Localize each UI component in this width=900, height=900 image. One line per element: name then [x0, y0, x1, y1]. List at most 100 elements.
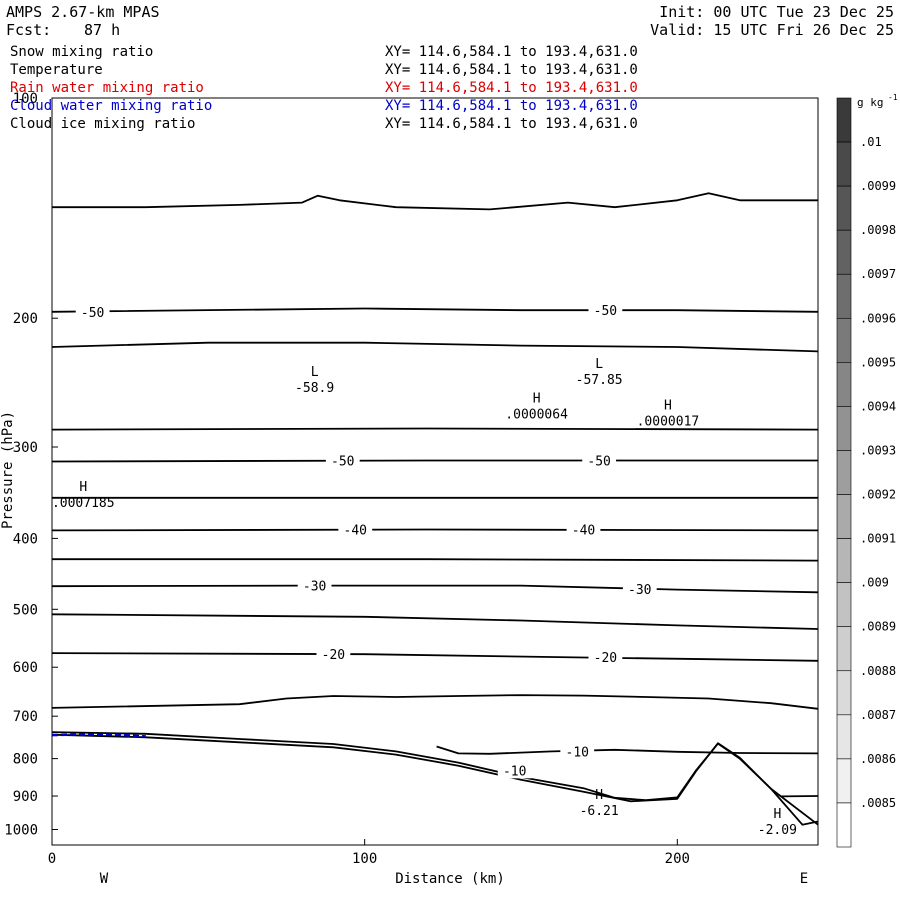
y-tick-label: 500	[13, 602, 38, 618]
isotherms	[51, 192, 819, 826]
colorbar-swatch	[836, 406, 852, 451]
isotherm-line	[52, 558, 819, 562]
field-xy: XY= 114.6,584.1 to 193.4,631.0	[385, 80, 638, 96]
colorbar-unit: g kg	[857, 96, 884, 109]
colorbar-swatch	[836, 802, 852, 848]
extremum-marker: H	[664, 399, 672, 414]
contour-label: -40	[572, 524, 595, 539]
x-axis-label: Distance (km)	[395, 871, 505, 887]
y-tick-label: 600	[13, 660, 38, 676]
east-label: E	[800, 871, 808, 887]
contour-labels: -50 -50-50 -50-40 -40-30 -30-20 -20-10-10L-58…	[52, 302, 797, 838]
isotherm-line	[51, 733, 819, 826]
y-tick-label: 400	[13, 531, 38, 547]
field-xy: XY= 114.6,584.1 to 193.4,631.0	[385, 44, 638, 60]
colorbar-swatch	[836, 450, 852, 495]
contour-label: -10	[566, 745, 589, 760]
isotherm-line	[51, 731, 819, 826]
colorbar-label: .0096	[860, 311, 896, 325]
field-name: Temperature	[10, 62, 103, 78]
y-tick-label: 1000	[4, 823, 38, 839]
forecast-label: Fcst:	[6, 21, 52, 39]
y-tick-label: 700	[13, 709, 38, 725]
extremum-value: -2.09	[758, 823, 797, 838]
colorbar-label: .0095	[860, 355, 896, 369]
field-xy: XY= 114.6,584.1 to 193.4,631.0	[385, 98, 638, 114]
y-tick-label: 300	[13, 440, 38, 456]
colorbar-label: .0089	[860, 620, 896, 634]
y-tick-label: 200	[13, 311, 38, 327]
contour-label-bg	[560, 743, 595, 760]
colorbar-label: .0091	[860, 532, 896, 546]
colorbar-swatch	[836, 97, 852, 143]
axes: 100 200 300 400 500 600 700 800 900 1000 0 100 200	[4, 91, 819, 867]
colorbar-swatch	[836, 273, 852, 319]
model-title: AMPS 2.67-km MPAS	[6, 3, 160, 21]
contour-label: -40	[344, 524, 367, 539]
extremum-value: -58.9	[295, 381, 334, 396]
contour-label: -50	[594, 304, 617, 319]
colorbar-swatch	[836, 670, 852, 716]
isotherm-line	[51, 307, 819, 313]
extremum-value: -57.85	[576, 373, 623, 388]
colorbar-label: .0087	[860, 708, 896, 722]
colorbar-unit-exponent: -1	[888, 93, 898, 102]
isotherm-line	[51, 459, 818, 463]
valid-time: Valid: 15 UTC Fri 26 Dec 25	[650, 21, 894, 39]
contour-label: -10	[503, 764, 526, 779]
extremum-value: -6.21	[580, 804, 619, 819]
colorbar-label: .0086	[860, 752, 896, 766]
colorbar-swatch	[836, 229, 852, 275]
contour-label: -50	[587, 454, 610, 469]
colorbar-swatch	[836, 317, 852, 363]
field-xy: XY= 114.6,584.1 to 193.4,631.0	[385, 116, 638, 132]
x-tick-label: 0	[48, 851, 56, 867]
colorbar-swatch	[836, 626, 852, 672]
colorbar-label: .009	[860, 576, 889, 590]
contour-label: -20	[594, 651, 617, 666]
colorbar-swatch	[836, 538, 852, 583]
isotherm-line	[51, 427, 819, 431]
extremum-marker: H	[79, 480, 87, 495]
colorbar-label: .0094	[860, 399, 896, 413]
cloud-water-contour	[51, 733, 146, 738]
west-label: W	[100, 871, 109, 887]
extremum-marker: H	[533, 391, 541, 406]
contour-label-bg	[588, 302, 623, 319]
extremum-marker: L	[311, 365, 319, 380]
contour-label-bg	[622, 580, 657, 597]
field-name: Snow mixing ratio	[10, 44, 154, 60]
contour-label-bg	[297, 577, 332, 594]
colorbar-label: .0085	[860, 796, 896, 810]
extremum-value: .0007185	[52, 496, 115, 511]
contour-label-bg	[497, 762, 532, 779]
contour-label-bg	[588, 648, 623, 665]
extremum-marker: H	[595, 788, 603, 803]
colorbar-label: .0088	[860, 664, 896, 678]
colorbar-swatch	[836, 714, 852, 760]
colorbar-swatch	[836, 141, 852, 187]
contour-label: -30	[628, 583, 651, 598]
colorbar-swatch	[836, 362, 852, 407]
extremum-marker: H	[773, 807, 781, 822]
colorbar-label: .0093	[860, 443, 896, 457]
colorbar-label: .0099	[860, 179, 896, 193]
extremum-value: .0000017	[637, 415, 700, 430]
y-tick-label: 100	[13, 91, 38, 107]
field-name: Rain water mixing ratio	[10, 80, 204, 96]
isotherm-line	[51, 341, 819, 353]
colorbar: .01 .0099 .0098 .0097 .0096 .0095 .0094 .0093 .0…	[836, 93, 898, 848]
colorbar-label: .01	[860, 135, 882, 149]
contour-label-bg	[75, 303, 110, 320]
isotherm-line	[51, 652, 819, 662]
contour-label-bg	[316, 646, 351, 663]
contour-label: -50	[81, 306, 104, 321]
forecast-hour: 87 h	[84, 21, 121, 39]
isotherm-line	[51, 528, 819, 532]
extremum-marker: L	[595, 357, 603, 372]
x-tick-label: 200	[665, 851, 690, 867]
init-time: Init: 00 UTC Tue 23 Dec 25	[659, 3, 894, 21]
y-tick-label: 800	[13, 752, 38, 768]
field-xy: XY= 114.6,584.1 to 193.4,631.0	[385, 62, 638, 78]
